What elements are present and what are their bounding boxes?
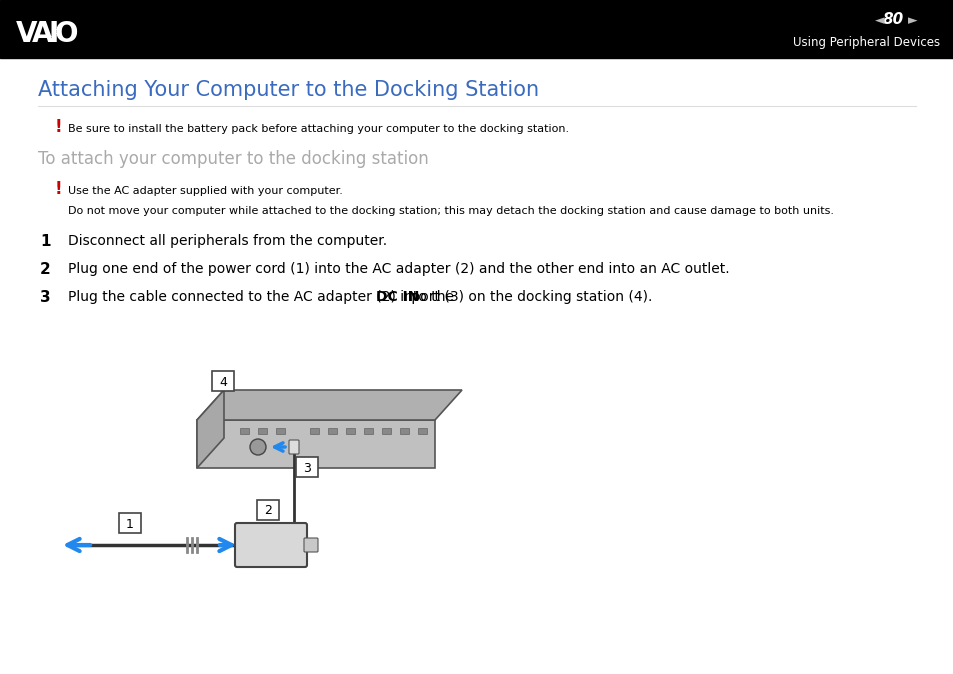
- Text: 2: 2: [40, 262, 51, 277]
- Bar: [346, 428, 355, 434]
- Text: !: !: [55, 180, 63, 198]
- Text: 3: 3: [40, 290, 51, 305]
- FancyBboxPatch shape: [295, 457, 317, 477]
- Polygon shape: [196, 390, 461, 420]
- Text: !: !: [55, 118, 63, 136]
- Text: 1: 1: [40, 234, 51, 249]
- Text: DC IN: DC IN: [375, 290, 419, 304]
- Bar: [364, 428, 373, 434]
- FancyBboxPatch shape: [119, 513, 141, 533]
- Text: $\bf{V\!A\!I\!O}$: $\bf{V\!A\!I\!O}$: [15, 20, 79, 48]
- Polygon shape: [196, 390, 224, 468]
- Bar: [417, 428, 427, 434]
- Text: Use the AC adapter supplied with your computer.: Use the AC adapter supplied with your co…: [68, 186, 342, 196]
- Text: 4: 4: [219, 375, 227, 388]
- Bar: [275, 428, 285, 434]
- Polygon shape: [196, 420, 435, 468]
- Text: ◄: ◄: [874, 14, 883, 27]
- Text: 1: 1: [126, 518, 133, 530]
- Text: Disconnect all peripherals from the computer.: Disconnect all peripherals from the comp…: [68, 234, 387, 248]
- Text: To attach your computer to the docking station: To attach your computer to the docking s…: [38, 150, 428, 168]
- Text: Do not move your computer while attached to the docking station; this may detach: Do not move your computer while attached…: [68, 206, 833, 216]
- Bar: [381, 428, 391, 434]
- Text: Using Peripheral Devices: Using Peripheral Devices: [792, 36, 939, 49]
- FancyBboxPatch shape: [304, 538, 317, 552]
- Bar: [240, 428, 249, 434]
- Circle shape: [250, 439, 266, 455]
- Text: Plug one end of the power cord (1) into the AC adapter (2) and the other end int: Plug one end of the power cord (1) into …: [68, 262, 729, 276]
- Text: Attaching Your Computer to the Docking Station: Attaching Your Computer to the Docking S…: [38, 80, 538, 100]
- Text: Plug the cable connected to the AC adapter (2) into the: Plug the cable connected to the AC adapt…: [68, 290, 457, 304]
- FancyBboxPatch shape: [212, 371, 233, 391]
- FancyBboxPatch shape: [256, 500, 278, 520]
- Bar: [328, 428, 336, 434]
- Bar: [257, 428, 267, 434]
- Text: 80: 80: [882, 12, 902, 27]
- Text: port (3) on the docking station (4).: port (3) on the docking station (4).: [407, 290, 652, 304]
- Text: Be sure to install the battery pack before attaching your computer to the dockin: Be sure to install the battery pack befo…: [68, 124, 569, 134]
- Bar: [399, 428, 409, 434]
- Bar: [0, 0, 953, 58]
- Bar: [310, 428, 318, 434]
- Text: 3: 3: [303, 462, 311, 474]
- Text: 2: 2: [264, 505, 272, 518]
- Text: ►: ►: [907, 14, 917, 27]
- FancyBboxPatch shape: [289, 440, 298, 454]
- FancyBboxPatch shape: [234, 523, 307, 567]
